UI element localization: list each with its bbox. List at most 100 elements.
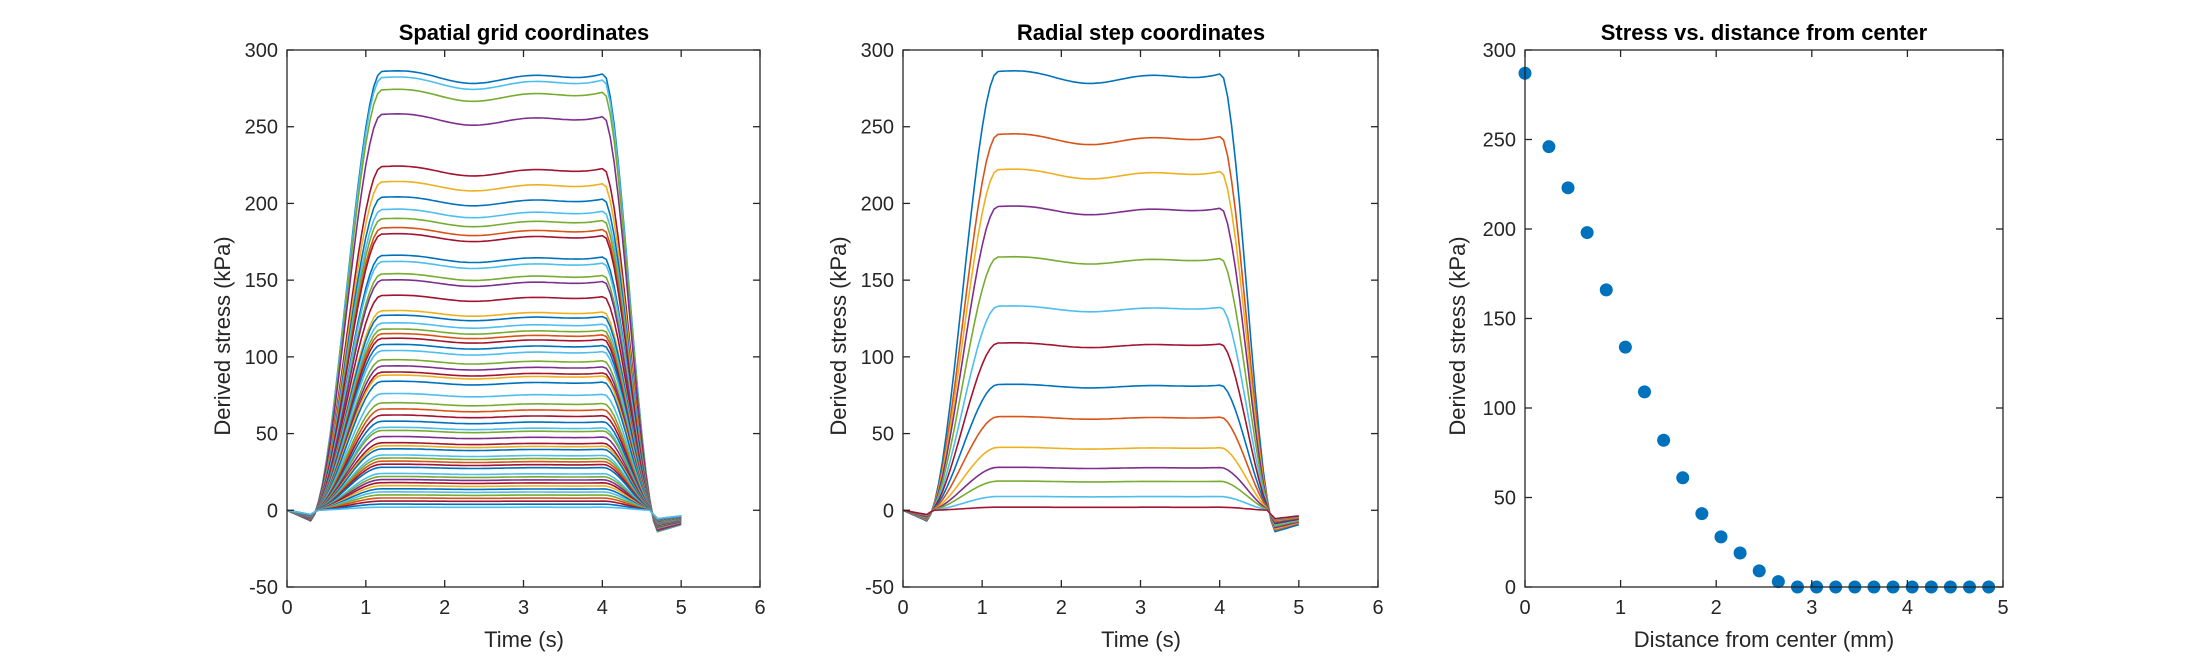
- x-tick-label: 2: [1711, 597, 1722, 619]
- y-tick-label: 250: [1483, 130, 1516, 152]
- series-line: [286, 322, 682, 525]
- y-tick-label: 200: [245, 193, 278, 215]
- panel-radial-step: Radial step coordinates 0 1 2 3 4 5 6-50050100…: [826, 20, 1384, 652]
- series-line: [902, 342, 1299, 525]
- scatter-point: [1542, 140, 1556, 154]
- scatter-point: [1561, 181, 1575, 195]
- scatter-point: [1638, 385, 1651, 399]
- series-line: [286, 365, 682, 524]
- chart-title: Spatial grid coordinates: [399, 20, 650, 45]
- x-tick-label: 2: [1056, 597, 1067, 619]
- series-line: [286, 441, 682, 522]
- series-line: [286, 196, 682, 529]
- series-line: [286, 444, 682, 522]
- series-line: [902, 133, 1300, 531]
- series-line: [286, 314, 682, 526]
- series-line: [286, 374, 682, 524]
- series-line: [286, 180, 682, 530]
- series-line: [286, 392, 682, 523]
- y-tick-label: 100: [245, 347, 278, 369]
- series-line: [286, 408, 682, 523]
- series-line: [286, 165, 682, 530]
- series-line: [286, 429, 682, 522]
- series-line: [286, 497, 682, 520]
- x-axis-label: Time (s): [484, 627, 564, 652]
- y-tick-label: 200: [861, 193, 894, 215]
- series-line: [286, 76, 682, 533]
- scatter-point: [1714, 530, 1728, 544]
- series-line: [286, 279, 682, 527]
- series-line: [286, 401, 682, 523]
- y-tick-label: -50: [249, 577, 278, 599]
- panel-stress-vs-distance: Stress vs. distance from center 0 1 2 3 4 505…: [1445, 20, 2009, 652]
- x-tick-label: 0: [1519, 597, 1530, 619]
- x-tick-label: 5: [1293, 597, 1304, 619]
- series-line: [286, 88, 682, 532]
- y-axis-label: Derived stress (kPa): [826, 236, 851, 435]
- x-tick-label: 4: [1214, 597, 1225, 619]
- series-line: [902, 415, 1299, 523]
- scatter-point: [1657, 433, 1671, 447]
- x-tick-label: 4: [1902, 597, 1913, 619]
- series-line: [902, 383, 1299, 524]
- series-line: [902, 446, 1299, 522]
- series-line: [902, 70, 1300, 533]
- series-line: [902, 506, 1299, 520]
- series-line: [286, 337, 682, 525]
- y-tick-label: 50: [256, 424, 278, 446]
- scatter-point: [1695, 507, 1709, 521]
- y-tick-label: 50: [872, 424, 894, 446]
- series-line: [286, 217, 682, 529]
- y-tick-label: 0: [267, 500, 278, 522]
- y-tick-label: 150: [245, 270, 278, 292]
- series-line: [286, 457, 682, 521]
- series-line: [286, 491, 682, 520]
- scatter-point: [1599, 283, 1613, 297]
- series-line: [286, 488, 682, 520]
- series-line: [286, 349, 682, 525]
- x-tick-label: 5: [676, 597, 687, 619]
- scatter-point: [1618, 340, 1632, 354]
- series-line: [286, 475, 682, 521]
- x-tick-label: 5: [1997, 597, 2008, 619]
- series-line: [286, 500, 682, 520]
- scatter-point: [1676, 471, 1690, 485]
- series-line: [286, 478, 682, 521]
- series-group: [1518, 66, 1996, 594]
- x-axis-label: Distance from center (mm): [1634, 627, 1894, 652]
- series-line: [286, 481, 682, 521]
- y-tick-label: 150: [861, 270, 894, 292]
- x-tick-label: 0: [281, 597, 292, 619]
- series-line: [902, 168, 1299, 530]
- y-tick-label: 100: [861, 347, 894, 369]
- x-tick-label: 3: [518, 597, 529, 619]
- series-line: [286, 435, 682, 522]
- x-tick-label: 4: [597, 597, 608, 619]
- series-line: [286, 463, 682, 521]
- y-tick-label: 200: [1483, 219, 1516, 241]
- y-axis-label: Derived stress (kPa): [210, 236, 235, 435]
- series-line: [286, 414, 682, 523]
- x-tick-label: 2: [439, 597, 450, 619]
- series-line: [286, 420, 682, 522]
- x-axis-label: Time (s): [1101, 627, 1181, 652]
- x-tick-label: 6: [1372, 597, 1383, 619]
- series-line: [286, 380, 682, 524]
- series-group: [902, 70, 1300, 533]
- series-line: [902, 495, 1299, 520]
- x-tick-label: 3: [1135, 597, 1146, 619]
- series-group: [286, 70, 682, 533]
- y-tick-label: 0: [1505, 577, 1516, 599]
- series-line: [286, 503, 682, 520]
- x-tick-label: 0: [897, 597, 908, 619]
- x-tick-label: 1: [360, 597, 371, 619]
- scatter-point: [1771, 575, 1785, 589]
- series-line: [286, 294, 682, 526]
- series-line: [902, 255, 1299, 527]
- scatter-point: [1752, 564, 1766, 578]
- series-line: [902, 466, 1299, 521]
- y-tick-label: 0: [883, 500, 894, 522]
- series-line: [286, 448, 682, 522]
